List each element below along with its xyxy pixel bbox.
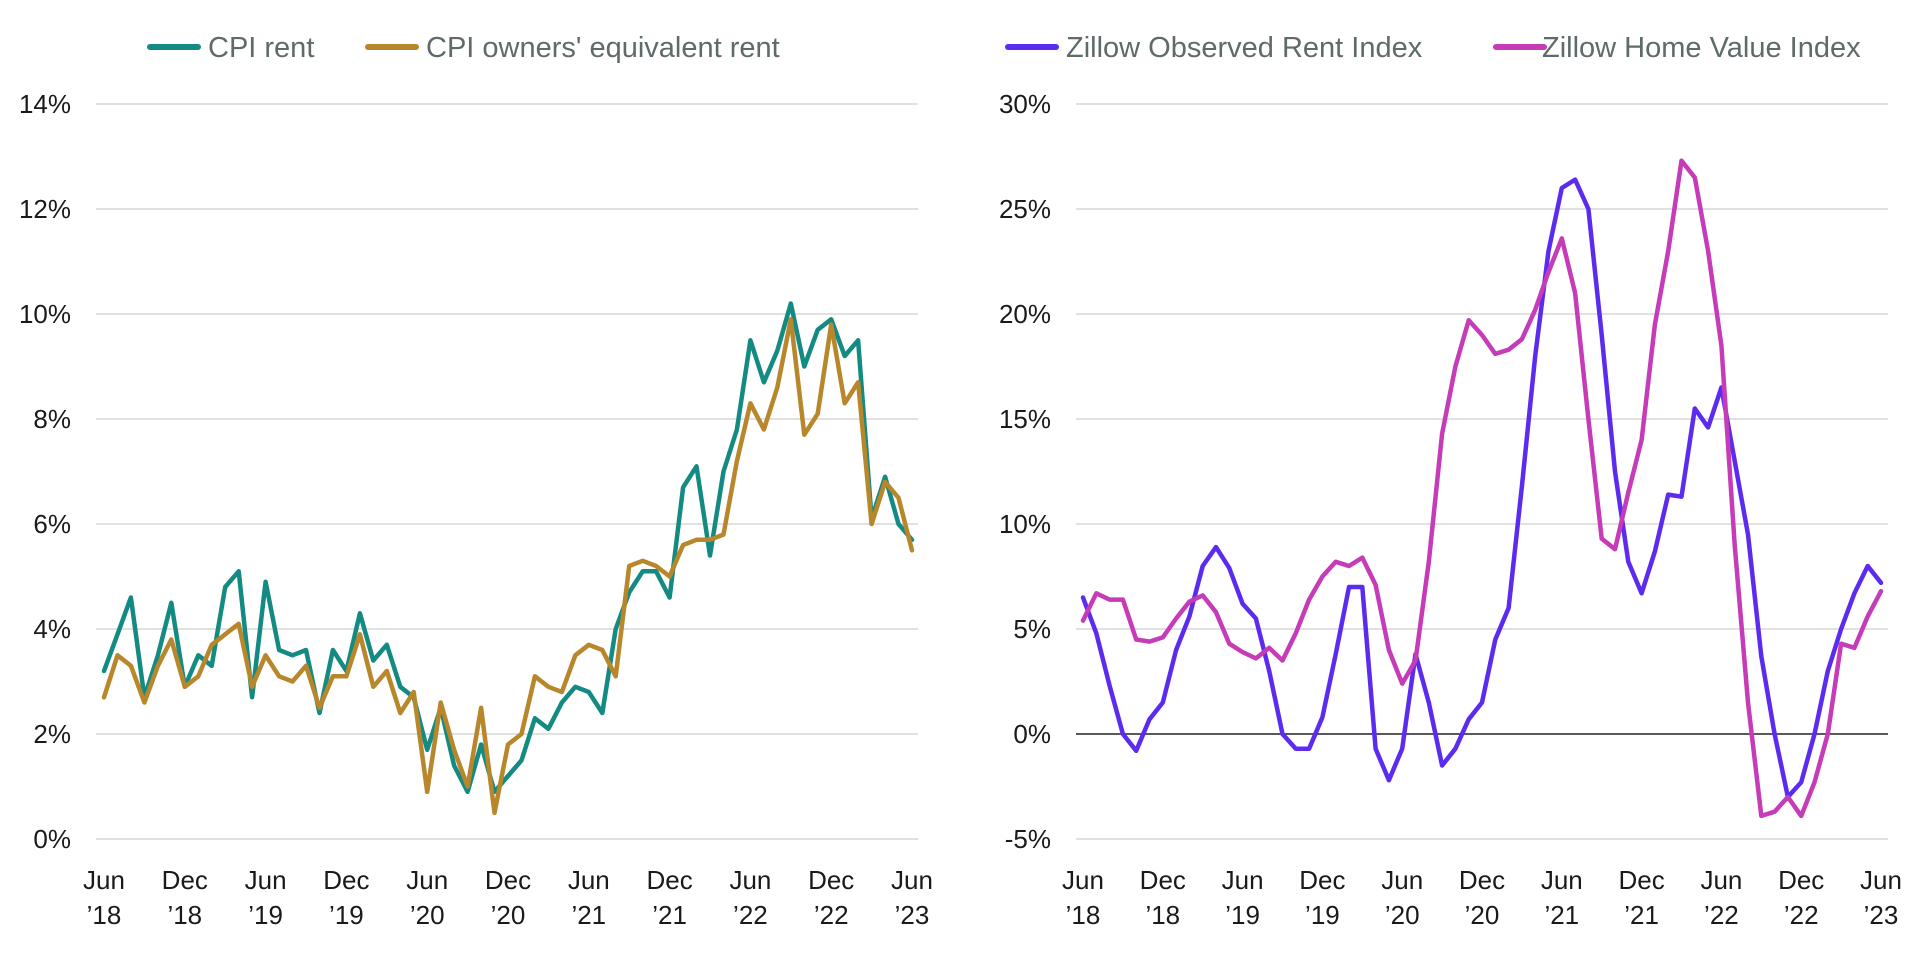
legend-label: CPI owners' equivalent rent	[426, 32, 780, 64]
x-tick-label: ’19	[1305, 900, 1340, 930]
y-tick-label: 5%	[1013, 614, 1051, 644]
series-line-2	[1080, 158, 1884, 819]
y-tick-label: 14%	[19, 89, 71, 119]
x-tick-label: ’22	[733, 900, 768, 930]
y-tick-label: 6%	[33, 509, 71, 539]
x-tick-label: Jun	[568, 865, 610, 895]
x-tick-label: Dec	[323, 865, 369, 895]
x-tick-label: ’22	[1704, 900, 1739, 930]
x-tick-label: ’18	[167, 900, 202, 930]
y-tick-label: 10%	[19, 299, 71, 329]
x-tick-label: Dec	[162, 865, 208, 895]
x-tick-label: ’18	[1066, 900, 1101, 930]
x-tick-label: Jun	[891, 865, 933, 895]
x-tick-label: ’20	[1465, 900, 1500, 930]
y-tick-label: 0%	[1013, 719, 1051, 749]
y-tick-label: 20%	[999, 299, 1051, 329]
y-tick-label: 15%	[999, 404, 1051, 434]
x-tick-label: Dec	[1618, 865, 1664, 895]
x-tick-label: ’19	[248, 900, 283, 930]
x-tick-label: Jun	[245, 865, 287, 895]
x-tick-label: Dec	[1459, 865, 1505, 895]
legend-label: Zillow Home Value Index	[1542, 32, 1861, 64]
y-tick-label: 30%	[999, 89, 1051, 119]
x-tick-label: Jun	[1062, 865, 1104, 895]
x-tick-label: Jun	[83, 865, 125, 895]
y-tick-label: 4%	[33, 614, 71, 644]
x-tick-label: Dec	[1299, 865, 1345, 895]
x-tick-label: ’22	[814, 900, 849, 930]
x-tick-label: Jun	[1700, 865, 1742, 895]
x-tick-label: ’21	[1624, 900, 1659, 930]
x-tick-label: ’23	[1864, 900, 1899, 930]
x-tick-label: ’21	[571, 900, 606, 930]
x-tick-label: Jun	[1860, 865, 1902, 895]
chart-panel-1: 14% 12% 10% 8% 6% 4% 2% 0% Jun ’18 Dec ’18 Jun ’19 Dec…	[19, 32, 933, 930]
x-tick-label: Dec	[1140, 865, 1186, 895]
x-tick-label: ’18	[1145, 900, 1180, 930]
x-tick-label: Jun	[729, 865, 771, 895]
y-tick-label: 10%	[999, 509, 1051, 539]
x-tick-label: ’20	[410, 900, 445, 930]
x-tick-label: Jun	[1222, 865, 1264, 895]
chart-panel-2: 30% 25% 20% 15% 10% 5% 0% -5% Jun ’18 Dec ’18 Jun ’19…	[999, 32, 1902, 930]
series-line-1	[101, 301, 915, 795]
y-tick-label: 8%	[33, 404, 71, 434]
x-tick-label: ’20	[491, 900, 526, 930]
y-tick-label: -5%	[1005, 824, 1051, 854]
x-tick-label: ’20	[1385, 900, 1420, 930]
x-tick-label: Dec	[1778, 865, 1824, 895]
series-line-2	[101, 317, 915, 816]
x-tick-label: ’18	[87, 900, 122, 930]
y-tick-label: 25%	[999, 194, 1051, 224]
x-tick-label: ’19	[329, 900, 364, 930]
series-line-1	[1080, 177, 1884, 800]
x-tick-label: Dec	[646, 865, 692, 895]
x-tick-label: Dec	[485, 865, 531, 895]
x-tick-label: ’19	[1225, 900, 1260, 930]
x-tick-label: Jun	[1381, 865, 1423, 895]
x-tick-label: ’21	[1544, 900, 1579, 930]
x-tick-label: Jun	[1541, 865, 1583, 895]
y-tick-label: 0%	[33, 824, 71, 854]
y-tick-label: 2%	[33, 719, 71, 749]
x-tick-label: Jun	[406, 865, 448, 895]
legend-label: CPI rent	[208, 32, 314, 64]
x-tick-label: ’22	[1784, 900, 1819, 930]
x-tick-label: Dec	[808, 865, 854, 895]
y-tick-label: 12%	[19, 194, 71, 224]
x-tick-label: ’21	[652, 900, 687, 930]
legend-label: Zillow Observed Rent Index	[1066, 32, 1423, 64]
x-tick-label: ’23	[895, 900, 930, 930]
